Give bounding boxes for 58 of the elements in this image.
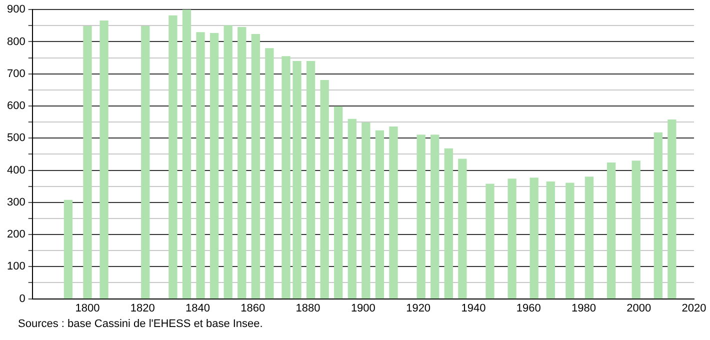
bar xyxy=(430,134,440,299)
x-tick-label: 1940 xyxy=(461,302,486,314)
bar xyxy=(251,34,260,299)
x-tick-label: 1880 xyxy=(296,302,320,314)
y-tick-label: 800 xyxy=(6,36,26,48)
bar xyxy=(458,158,467,299)
bar xyxy=(348,118,356,299)
x-tick-label: 2020 xyxy=(682,302,706,314)
x-tick-label: 1820 xyxy=(130,302,155,314)
x-tick-label: 1920 xyxy=(406,302,431,314)
y-tick-label: 0 xyxy=(19,292,26,305)
bar xyxy=(196,32,205,299)
bar xyxy=(508,178,516,299)
bar xyxy=(486,184,494,299)
bar xyxy=(546,182,555,299)
y-tick-label: 400 xyxy=(6,164,26,176)
bar xyxy=(168,15,178,299)
bar xyxy=(566,182,574,299)
y-tick-label: 300 xyxy=(6,196,26,208)
bar xyxy=(100,20,108,299)
bar xyxy=(265,48,274,299)
x-tick-label: 1960 xyxy=(516,302,541,314)
y-tick-label: 200 xyxy=(6,228,26,241)
bar xyxy=(320,80,329,299)
bar xyxy=(389,126,398,299)
bar xyxy=(416,134,426,299)
x-tick-label: 1860 xyxy=(240,302,266,314)
bar xyxy=(141,26,150,299)
y-tick-label: 600 xyxy=(6,100,26,112)
source-note: Sources : base Cassini de l'EHESS et base Insee. xyxy=(18,318,264,330)
bar xyxy=(292,61,302,299)
y-tick-label: 100 xyxy=(6,260,26,273)
bar xyxy=(83,26,92,299)
bar xyxy=(668,119,676,299)
x-tick-label: 1840 xyxy=(186,302,210,314)
bar xyxy=(282,56,290,299)
x-tick-label: 1980 xyxy=(571,302,596,314)
bar xyxy=(64,200,73,299)
bar xyxy=(306,61,316,299)
bar xyxy=(334,106,343,299)
x-tick-label: 2000 xyxy=(626,302,652,314)
bar xyxy=(210,33,219,299)
bar xyxy=(182,10,192,299)
bar xyxy=(654,132,662,299)
y-tick-label: 900 xyxy=(6,4,26,16)
x-tick-label: 1800 xyxy=(75,302,100,314)
bar xyxy=(632,160,640,299)
bar xyxy=(224,25,232,299)
bar xyxy=(238,26,246,299)
bar xyxy=(444,148,453,299)
bar xyxy=(375,130,384,299)
bar xyxy=(530,178,538,299)
bar xyxy=(362,122,370,299)
x-tick-label: 1900 xyxy=(350,302,376,314)
bar xyxy=(606,162,616,299)
y-tick-label: 700 xyxy=(6,68,26,80)
bar xyxy=(584,176,594,299)
y-tick-label: 500 xyxy=(6,132,26,144)
